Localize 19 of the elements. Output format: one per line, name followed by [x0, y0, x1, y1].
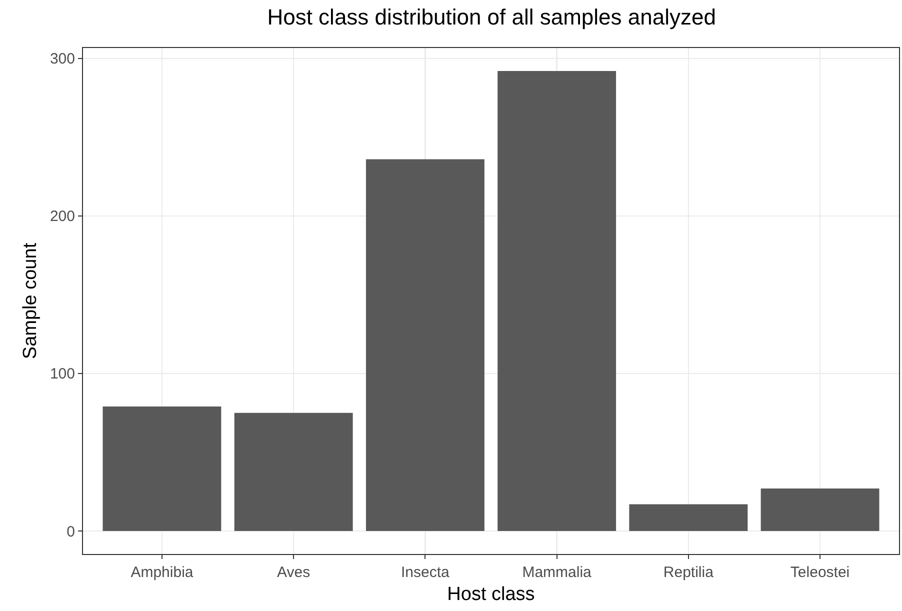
bar [234, 412, 353, 531]
y-tick-label: 300 [50, 50, 75, 68]
x-tick-label: Insecta [401, 564, 450, 581]
x-tick-label: Aves [277, 564, 310, 581]
bar [498, 71, 616, 531]
y-tick-label: 100 [50, 366, 75, 383]
x-tick-label: Mammalia [522, 564, 592, 581]
chart-title: Host class distribution of all samples analyzed [267, 4, 716, 30]
bar [760, 488, 880, 531]
y-tick-label: 200 [50, 208, 75, 226]
x-tick-label: Amphibia [130, 564, 194, 581]
x-tick-label: Reptilia [663, 564, 714, 581]
x-axis-title: Host class [447, 584, 535, 605]
x-tick-label: Teleostei [790, 564, 850, 581]
y-axis-title: Sample count [20, 242, 41, 360]
bar [629, 504, 748, 531]
bar [366, 159, 484, 531]
bar [102, 406, 222, 531]
y-tick-label: 0 [66, 523, 75, 540]
